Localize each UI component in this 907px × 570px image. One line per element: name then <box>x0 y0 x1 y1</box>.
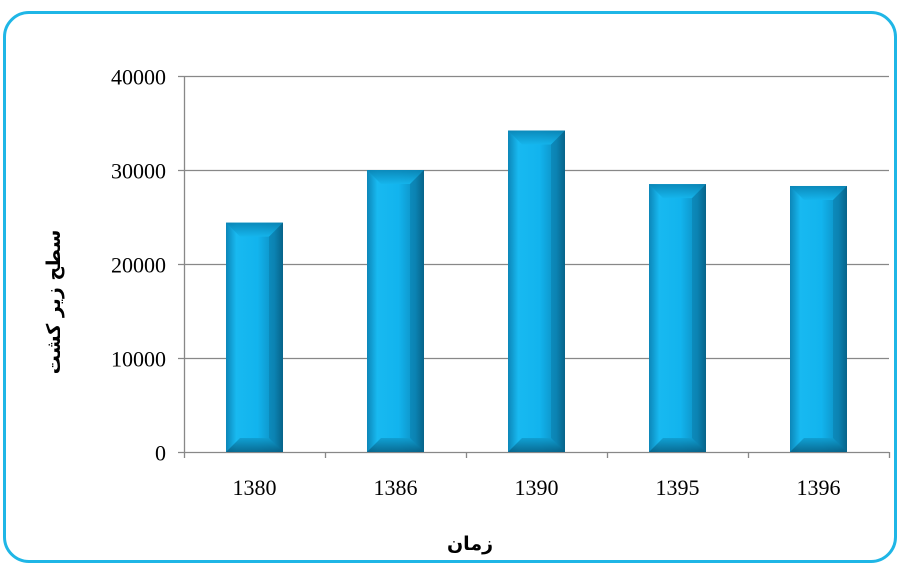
bar-side-shade <box>551 130 565 452</box>
bar-body <box>367 170 424 452</box>
x-tick-label: 1386 <box>374 475 418 500</box>
x-tick-label: 1396 <box>797 475 841 500</box>
bar-body <box>649 184 706 452</box>
y-tick-label: 20000 <box>111 253 166 278</box>
bar-body <box>790 185 847 453</box>
x-tick-label: 1380 <box>233 475 277 500</box>
bar-side-shade <box>833 185 847 453</box>
bar-body <box>508 130 565 452</box>
y-axis-title: سطح زیر کشت <box>43 230 65 375</box>
axes <box>178 76 891 458</box>
bar-side-shade <box>410 170 424 452</box>
y-tick-label: 10000 <box>111 347 166 372</box>
bar-1395 <box>649 184 706 452</box>
bar-1380 <box>226 222 283 452</box>
bar-bottom-bevel <box>226 438 283 452</box>
y-tick-label: 30000 <box>111 159 166 184</box>
x-axis-title: زمان <box>447 533 493 555</box>
x-tick-label: 1390 <box>515 475 559 500</box>
bar-top-bevel <box>508 130 565 145</box>
bar-1390 <box>508 130 565 452</box>
bar-1386 <box>367 170 424 452</box>
bar-top-bevel <box>790 185 847 200</box>
x-tick-label: 1395 <box>656 475 700 500</box>
bar-bottom-bevel <box>508 438 565 452</box>
bar-side-shade <box>692 184 706 452</box>
chart-frame <box>3 11 897 563</box>
tick-labels: 0 10000 20000 30000 40000 1380 1386 1390 1395 139… <box>111 65 841 501</box>
bar-1396 <box>790 185 847 453</box>
bar-bottom-bevel <box>649 438 706 452</box>
bar-bottom-bevel <box>367 438 424 452</box>
bar-top-bevel <box>367 170 424 184</box>
bar-top-bevel <box>649 184 706 199</box>
bar-side-shade <box>269 222 283 452</box>
bar-body <box>226 222 283 452</box>
y-tick-label: 40000 <box>111 65 166 90</box>
bar-top-bevel <box>226 222 283 237</box>
y-tick-label: 0 <box>155 441 166 466</box>
bar-bottom-bevel <box>790 438 847 452</box>
bars <box>226 130 847 453</box>
